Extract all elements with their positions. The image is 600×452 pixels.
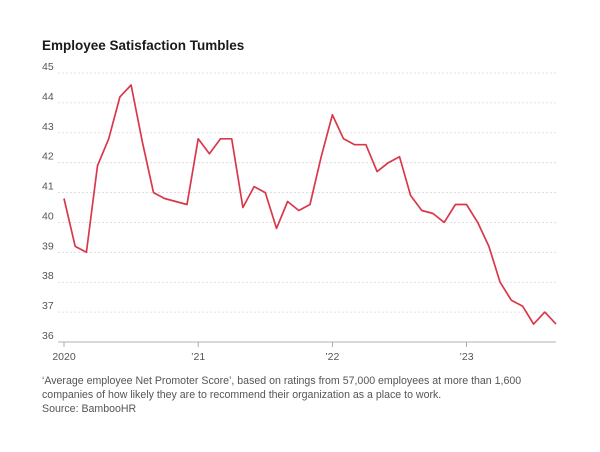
gridlines [58,72,556,343]
x-axis-ticks: 2020 ’21 ’22 ’23 [52,342,474,363]
y-tick-label: 43 [42,121,54,133]
chart-source: Source: BambooHR [42,403,137,415]
series-line-path [63,84,557,325]
y-tick-label: 39 [42,240,54,252]
y-tick-label: 40 [42,210,54,222]
x-tick-label: ’21 [191,351,205,363]
y-tick-label: 42 [42,151,54,163]
chart-footnote: ‘Average employee Net Promoter Score’, b… [42,375,522,401]
y-tick-label: 38 [42,270,54,282]
y-tick-label: 36 [42,330,54,342]
y-axis-ticks: 36 37 38 39 40 41 42 43 44 45 [42,61,54,342]
chart-title: Employee Satisfaction Tumbles [42,38,245,53]
x-tick-label: 2020 [52,351,76,363]
series-line [63,84,557,325]
x-tick-label: ’22 [325,351,339,363]
y-tick-label: 41 [42,181,54,193]
y-tick-label: 37 [42,300,54,312]
y-tick-label: 45 [42,61,54,73]
y-tick-label: 44 [42,91,54,103]
x-tick-label: ’23 [460,351,474,363]
